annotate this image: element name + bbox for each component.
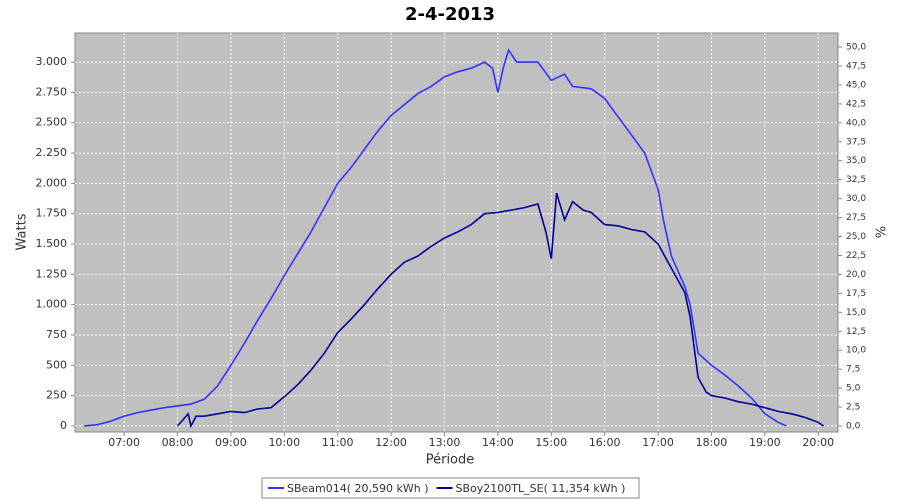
series-line — [84, 48, 787, 427]
x-tick-label: 13:00 — [429, 436, 461, 449]
y2-tick-label: 5,0 — [846, 384, 861, 394]
y2-tick-label: 20,0 — [846, 270, 866, 280]
x-tick-label: 11:00 — [322, 436, 354, 449]
x-tick-label: 19:00 — [749, 436, 781, 449]
y-tick-label: 2.000 — [36, 176, 68, 189]
y-tick-label: 0 — [60, 419, 67, 432]
x-tick-label: 18:00 — [696, 436, 728, 449]
y2-tick-label: 45,0 — [846, 80, 866, 90]
x-tick-label: 08:00 — [162, 436, 194, 449]
y2-tick-label: 47,5 — [846, 61, 866, 71]
y-tick-label: 1.500 — [36, 237, 68, 250]
y2-tick-label: 22,5 — [846, 251, 866, 261]
y2-tick-label: 42,5 — [846, 99, 866, 109]
chart-title: 2-4-2013 — [405, 4, 495, 25]
y2-tick-label: 30,0 — [846, 194, 866, 204]
y2-tick-label: 35,0 — [846, 156, 866, 166]
y2-tick-label: 7,5 — [846, 365, 860, 375]
x-tick-label: 12:00 — [375, 436, 407, 449]
y2-tick-label: 27,5 — [846, 213, 866, 223]
x-tick-label: 10:00 — [268, 436, 300, 449]
y2-tick-label: 32,5 — [846, 175, 866, 185]
y-tick-label: 500 — [46, 358, 67, 371]
legend-label: SBoy2100TL_SE( 11,354 kWh ) — [456, 482, 626, 495]
y2-tick-label: 25,0 — [846, 232, 866, 242]
y-tick-label: 2.250 — [36, 146, 68, 159]
y-tick-label: 1.750 — [36, 207, 68, 220]
x-tick-label: 16:00 — [589, 436, 621, 449]
y-tick-label: 250 — [46, 389, 67, 402]
y2-axis-title: % — [875, 226, 890, 238]
y2-tick-label: 17,5 — [846, 289, 866, 299]
y2-tick-label: 0,0 — [846, 422, 861, 432]
y2-tick-label: 12,5 — [846, 327, 866, 337]
y-axis-title: Watts — [15, 213, 30, 250]
y2-tick-label: 15,0 — [846, 308, 866, 318]
y-tick-label: 2.750 — [36, 85, 68, 98]
y-tick-label: 750 — [46, 328, 67, 341]
x-tick-label: 15:00 — [535, 436, 567, 449]
x-axis-title: Période — [426, 453, 475, 468]
series-line — [176, 192, 825, 429]
y-tick-label: 1.250 — [36, 267, 68, 280]
y2-tick-label: 50,0 — [846, 43, 866, 53]
x-tick-label: 07:00 — [108, 436, 140, 449]
x-tick-label: 14:00 — [482, 436, 514, 449]
y2-tick-label: 40,0 — [846, 118, 866, 128]
x-tick-label: 20:00 — [802, 436, 834, 449]
y2-tick-label: 37,5 — [846, 137, 866, 147]
y-tick-label: 3.000 — [36, 55, 68, 68]
x-tick-label: 09:00 — [215, 436, 247, 449]
y-tick-label: 2.500 — [36, 116, 68, 129]
legend-label: SBeam014( 20,590 kWh ) — [287, 482, 429, 495]
x-tick-label: 17:00 — [642, 436, 674, 449]
y2-tick-label: 2,5 — [846, 403, 860, 413]
y-tick-label: 1.000 — [36, 298, 68, 311]
y2-tick-label: 10,0 — [846, 346, 866, 356]
